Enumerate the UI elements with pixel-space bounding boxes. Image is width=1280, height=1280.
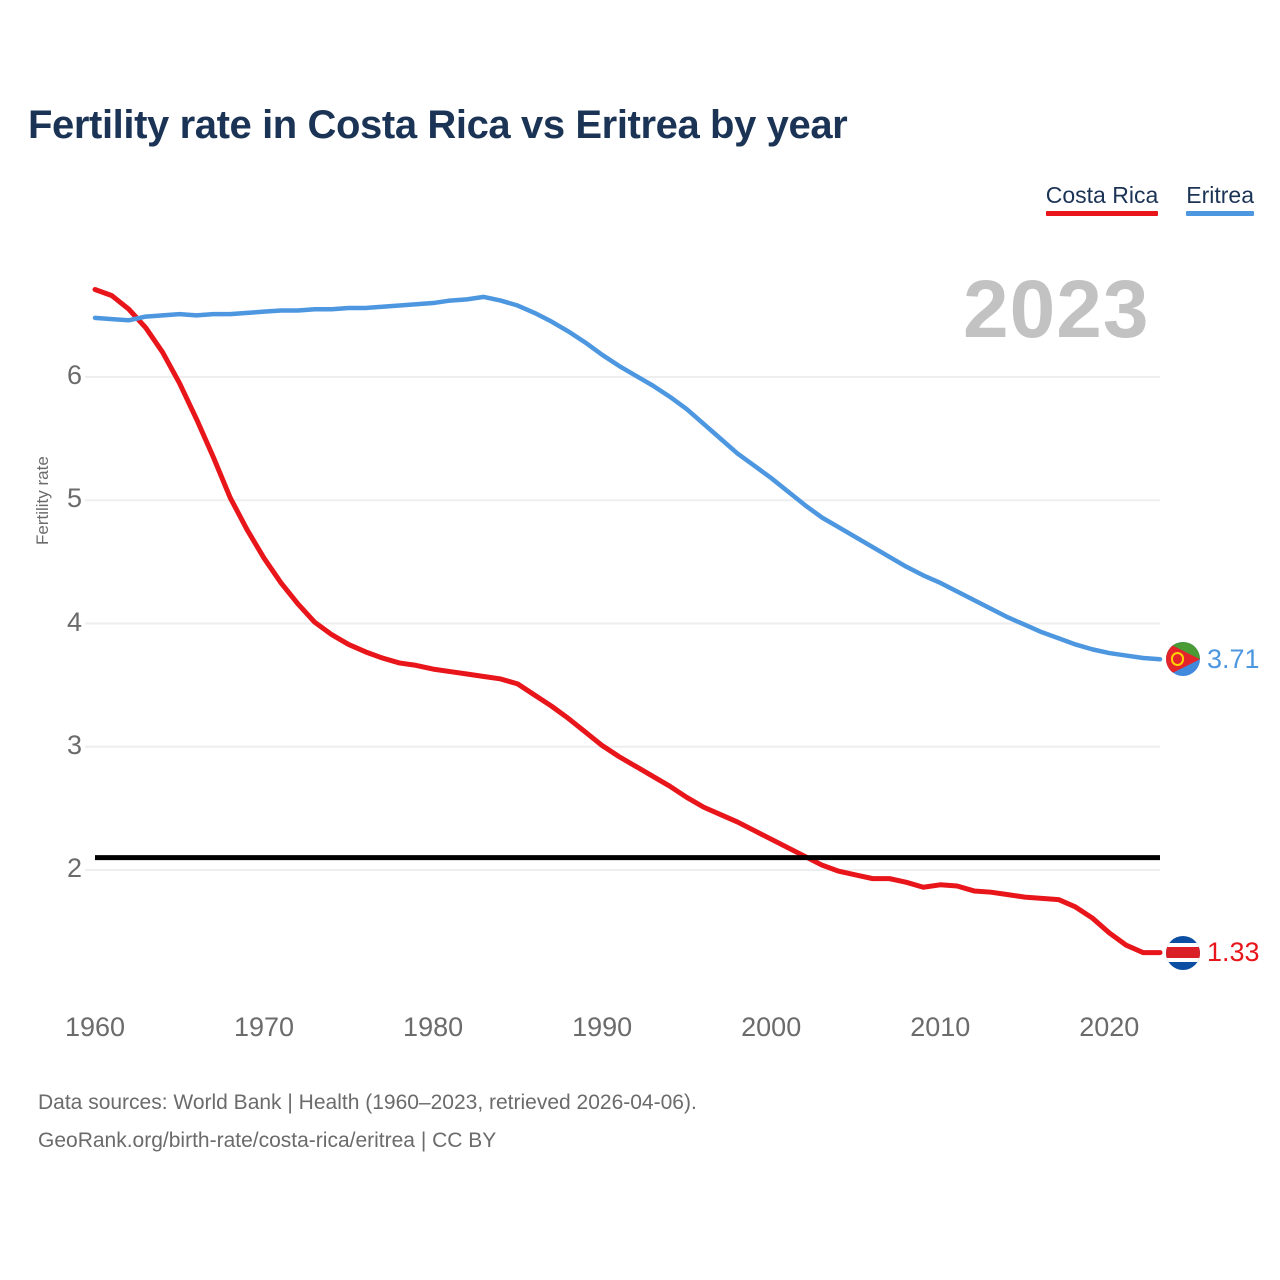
x-axis-tick-label: 1960 xyxy=(64,1012,126,1042)
y-axis-tick-label: 4 xyxy=(66,606,82,637)
endpoint-value-eritrea: 3.71 xyxy=(1207,643,1260,674)
endpoint-eritrea: 3.71 xyxy=(1166,642,1260,677)
legend-item-costa-rica[interactable]: Costa Rica xyxy=(1045,182,1159,216)
legend-color-swatch-eritrea xyxy=(1186,211,1254,216)
footer-url: GeoRank.org/birth-rate/costa-rica/eritre… xyxy=(38,1129,497,1152)
y-axis-tick-label: 2 xyxy=(66,853,82,883)
x-axis-tick-label: 2020 xyxy=(1079,1012,1140,1042)
endpoint-value-costa-rica: 1.33 xyxy=(1207,937,1260,968)
page-title: Fertility rate in Costa Rica vs Eritrea … xyxy=(28,103,848,147)
costa-rica-flag-icon xyxy=(1166,935,1200,970)
x-axis-tick-label: 2000 xyxy=(741,1012,802,1042)
year-watermark: 2023 xyxy=(963,264,1150,355)
legend-color-swatch-costa-rica xyxy=(1045,211,1159,216)
y-axis-tick-label: 6 xyxy=(66,360,82,390)
footer-attribution: Data sources: World Bank | Health (1960–… xyxy=(38,1084,697,1160)
x-axis-tick-label: 1980 xyxy=(403,1012,464,1042)
x-axis-tick-label: 1990 xyxy=(572,1012,633,1042)
footer-data-source: Data sources: World Bank | Health (1960–… xyxy=(38,1091,697,1114)
legend-label-costa-rica: Costa Rica xyxy=(1045,182,1159,208)
eritrea-flag-icon xyxy=(1166,642,1200,677)
legend-item-eritrea[interactable]: Eritrea xyxy=(1186,182,1254,216)
x-axis-tick-label: 1970 xyxy=(234,1012,295,1042)
chart-legend: Costa Rica Eritrea xyxy=(1045,182,1254,216)
y-axis-tick-label: 3 xyxy=(66,729,82,760)
endpoint-costa-rica: 1.33 xyxy=(1166,935,1260,970)
legend-label-eritrea: Eritrea xyxy=(1186,182,1254,208)
y-axis-tick-label: 5 xyxy=(66,483,82,514)
x-axis-tick-label: 2010 xyxy=(910,1012,971,1042)
